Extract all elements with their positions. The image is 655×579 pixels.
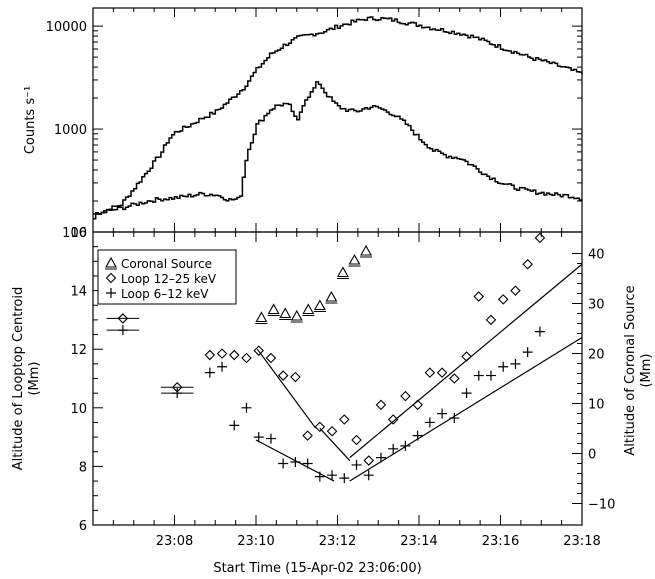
diamond-marker (535, 233, 544, 242)
plus-marker (486, 371, 496, 381)
diamond-marker (242, 353, 251, 362)
top-y-tick-label: 10000 (46, 20, 87, 35)
diamond-marker (352, 436, 361, 445)
diamond-marker (230, 351, 239, 360)
diamond-marker (279, 371, 288, 380)
diamond-marker (474, 292, 483, 301)
right-y-axis-title-line: (Mm) (639, 353, 654, 387)
plus-marker (510, 359, 520, 369)
top-panel-light-curves: 100 1000 10000 Counts s⁻¹ (23, 8, 582, 241)
plus-marker (339, 473, 349, 483)
triangle-marker (361, 246, 371, 255)
triangle-marker (349, 255, 359, 264)
diamond-marker (328, 427, 337, 436)
plus-marker (254, 432, 264, 442)
bottom-y-axis-title-line: (Mm) (27, 361, 42, 395)
diamond-marker (315, 422, 324, 431)
bottom-x-tick-label: 23:16 (482, 534, 519, 549)
diamond-marker (511, 286, 520, 295)
bottom-x-tick-label: 23:10 (237, 534, 274, 549)
plus-marker (217, 362, 227, 372)
triangle-marker (280, 309, 290, 318)
diamond-marker (523, 260, 532, 269)
bottom-y-tick-label: 12 (70, 343, 87, 358)
triangle-marker (315, 301, 325, 310)
plus-marker (172, 388, 182, 398)
top-y-tick-label: 1000 (54, 123, 87, 138)
fit-line (350, 337, 582, 481)
plus-marker (498, 362, 508, 372)
bottom-x-tick-label: 23:14 (400, 534, 437, 549)
right-y-tick-label: 0 (588, 448, 596, 463)
diamond-marker (425, 368, 434, 377)
bottom-y-tick-label: 16 (70, 226, 87, 241)
plus-marker (278, 458, 288, 468)
plus-marker (413, 431, 423, 441)
triangle-marker (292, 311, 302, 320)
light-curve-line-2 (93, 82, 582, 219)
bottom-y-tick-label: 8 (79, 460, 87, 475)
plus-marker (523, 347, 533, 357)
diamond-marker (266, 353, 275, 362)
right-y-tick-label: 20 (588, 348, 605, 363)
diamond-marker (205, 351, 214, 360)
diamond-marker (291, 373, 300, 382)
plus-marker (303, 458, 313, 468)
diamond-marker (364, 456, 373, 465)
legend-label: Loop 12–25 keV (121, 272, 217, 286)
plus-marker (535, 327, 545, 337)
triangle-marker (256, 313, 266, 322)
plus-marker (462, 388, 472, 398)
plus-marker (205, 368, 215, 378)
diamond-marker (401, 392, 410, 401)
right-y-tick-label: 10 (588, 398, 605, 413)
bottom-panel-altitudes: 6 8 10 12 14 16 −10 0 10 20 30 40 23:08 23:10 23:12 23:… (11, 226, 654, 576)
bottom-y-tick-label: 6 (79, 519, 87, 534)
plus-marker (118, 325, 128, 335)
bottom-x-tick-label: 23:08 (156, 534, 193, 549)
plus-marker (352, 460, 362, 470)
right-y-axis-title-line: Altitude of Coronal Source (623, 285, 638, 455)
plus-marker (376, 453, 386, 463)
right-y-tick-label: 40 (588, 248, 605, 263)
bottom-x-axis-title: Start Time (15-Apr-02 23:06:00) (213, 561, 421, 576)
triangle-marker (269, 305, 279, 314)
bottom-y-axis-title: Altitude of Looptop Centroid(Mm) (11, 287, 42, 471)
right-y-tick-label: 30 (588, 298, 605, 313)
plus-marker (315, 472, 325, 482)
diamond-marker (340, 415, 349, 424)
diamond-marker (218, 349, 227, 358)
bottom-y-axis-title-line: Altitude of Looptop Centroid (11, 287, 26, 471)
bottom-y-tick-label: 14 (70, 285, 87, 300)
fit-line (257, 349, 315, 428)
diamond-marker (303, 431, 312, 440)
triangle-marker (303, 305, 313, 314)
triangle-marker (338, 268, 348, 277)
plus-marker (229, 420, 239, 430)
plus-marker (474, 371, 484, 381)
legend-label: Coronal Source (121, 257, 212, 271)
triangle-marker (326, 292, 336, 301)
right-y-tick-label: −10 (588, 498, 615, 513)
bottom-y-tick-label: 10 (70, 402, 87, 417)
bottom-x-tick-label: 23:18 (563, 534, 600, 549)
diamond-marker (499, 295, 508, 304)
plus-marker (266, 434, 276, 444)
diamond-marker (438, 368, 447, 377)
plus-marker (437, 409, 447, 419)
diamond-marker (486, 315, 495, 324)
diamond-marker (376, 400, 385, 409)
plus-marker (241, 403, 251, 413)
legend-label: Loop 6–12 keV (121, 287, 209, 301)
diamond-marker (450, 374, 459, 383)
bottom-x-tick-label: 23:12 (319, 534, 356, 549)
right-y-axis-title: Altitude of Coronal Source(Mm) (623, 285, 654, 455)
plus-marker (425, 417, 435, 427)
top-y-axis-title: Counts s⁻¹ (23, 86, 38, 154)
